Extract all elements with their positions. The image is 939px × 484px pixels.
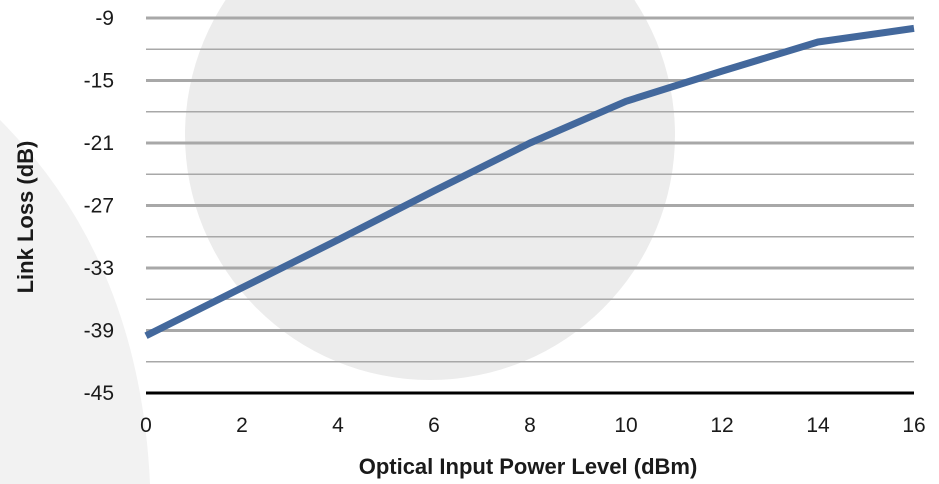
y-axis-title: Link Loss (dB) [13,141,38,294]
y-tick-label: -27 [84,195,114,218]
watermark-arc [0,120,150,484]
x-tick-label: 8 [524,414,536,437]
x-tick-label: 14 [806,414,830,437]
x-tick-label: 10 [614,414,637,437]
x-tick-label: 2 [236,414,248,437]
y-tick-label: -45 [84,382,114,405]
y-tick-label: -33 [84,257,114,280]
y-tick-label: -15 [84,70,114,93]
x-tick-label: 4 [332,414,344,437]
y-tick-label: -9 [95,7,114,30]
y-tick-label: -39 [84,320,114,343]
x-tick-label: 0 [140,414,152,437]
x-tick-label: 6 [428,414,440,437]
x-tick-label: 12 [710,414,733,437]
series [144,24,915,339]
y-tick-label: -21 [84,132,114,155]
tick-labels: -9 -15 -21 -27 -33 -39 -45 0 2 4 6 8 10 12 14 16 [84,7,926,437]
x-axis-title: Optical Input Power Level (dBm) [359,454,698,479]
x-tick-label: 16 [902,414,925,437]
